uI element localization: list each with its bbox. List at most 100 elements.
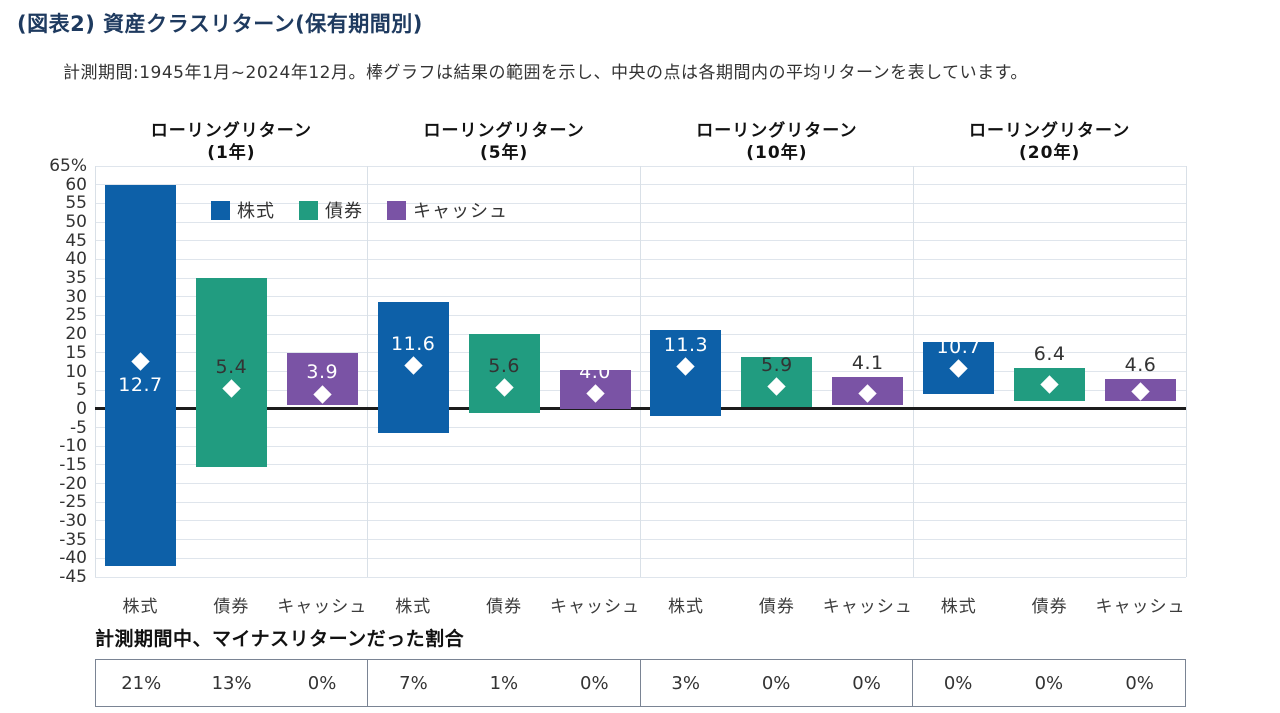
- legend-swatch-icon: [299, 200, 318, 220]
- gridline: [95, 576, 1186, 578]
- y-axis-tick-label: -35: [59, 529, 87, 550]
- category-label: 債券: [486, 597, 523, 617]
- negative-return-share-table: 21% 13% 0% 7% 1% 0% 3% 0% 0% 0% 0% 0%: [95, 659, 1186, 707]
- zero-axis-line: [95, 407, 1186, 411]
- y-axis-tick-label: -25: [59, 492, 87, 513]
- legend-swatch-icon: [211, 200, 230, 220]
- category-label: 債券: [758, 597, 795, 617]
- y-axis-tick-label: -30: [59, 510, 87, 531]
- group-header-line2: (10年): [746, 143, 808, 163]
- range-bar-債券: [195, 278, 267, 467]
- negative-share-value: 0%: [580, 672, 609, 694]
- negative-share-value: 0%: [761, 672, 791, 694]
- y-axis-tick-label: 50: [65, 212, 87, 233]
- group-header: ローリングリターン (5年): [374, 120, 634, 164]
- group-separator-line: [94, 166, 96, 577]
- group-separator-line: [640, 166, 641, 577]
- category-label: キャッシュ: [550, 597, 641, 617]
- group-header-line1: ローリングリターン: [423, 121, 585, 141]
- range-bar-株式: [104, 184, 176, 566]
- y-axis-tick-label: 40: [65, 249, 87, 270]
- share-table-group-cell: 3% 0% 0%: [641, 660, 913, 706]
- average-value-label: 4.0: [579, 360, 611, 383]
- category-label: キャッシュ: [1095, 597, 1186, 617]
- legend-item-bonds: 債券: [299, 197, 363, 223]
- y-axis-tick-label: 20: [65, 324, 87, 345]
- average-value-label: 5.6: [488, 354, 520, 377]
- average-value-label: 11.6: [391, 332, 436, 355]
- y-axis-tick-label: -10: [59, 436, 87, 457]
- category-label: 株式: [122, 597, 159, 617]
- legend-label: 債券: [325, 201, 363, 222]
- share-table-group-cell: 0% 0% 0%: [913, 660, 1185, 706]
- group-header: ローリングリターン (10年): [647, 120, 907, 164]
- category-label: 株式: [940, 597, 977, 617]
- legend-label: キャッシュ: [413, 201, 508, 222]
- y-axis-tick-label: 15: [65, 342, 87, 363]
- group-header-line1: ローリングリターン: [969, 121, 1131, 141]
- y-axis-tick-label: 45: [65, 230, 87, 251]
- y-axis-tick-label: -40: [59, 548, 87, 569]
- y-axis-tick-label: -5: [70, 417, 87, 438]
- legend-label: 株式: [237, 201, 275, 222]
- legend-item-cash: キャッシュ: [387, 197, 508, 223]
- negative-share-value: 3%: [671, 672, 700, 694]
- group-separator-line: [912, 166, 914, 577]
- average-value-label: 12.7: [118, 374, 163, 397]
- negative-share-value: 0%: [307, 672, 337, 694]
- y-axis-tick-label: 5: [76, 380, 87, 401]
- group-header-line2: (5年): [479, 143, 529, 163]
- average-value-label: 4.6: [1124, 353, 1157, 376]
- y-axis-tick-label: 30: [65, 286, 87, 307]
- y-axis-tick-label: 0: [76, 398, 87, 419]
- y-axis-tick-label: 25: [65, 305, 87, 326]
- negative-share-value: 1%: [489, 672, 519, 694]
- legend-item-stocks: 株式: [211, 197, 275, 223]
- category-label: 株式: [395, 597, 432, 617]
- category-label: 債券: [213, 597, 250, 617]
- average-value-label: 3.9: [306, 361, 339, 384]
- average-value-label: 6.4: [1033, 342, 1066, 365]
- negative-share-value: 21%: [121, 672, 162, 694]
- y-axis-tick-label: -15: [59, 454, 87, 475]
- y-axis-tick-label: 10: [65, 361, 87, 382]
- negative-share-value: 0%: [1034, 672, 1064, 694]
- group-header-line1: ローリングリターン: [150, 121, 312, 141]
- category-label: キャッシュ: [277, 597, 368, 617]
- negative-share-value: 0%: [852, 672, 881, 694]
- group-header-line1: ローリングリターン: [696, 121, 858, 141]
- average-value-label: 11.3: [663, 333, 709, 356]
- group-header: ローリングリターン (1年): [101, 120, 361, 164]
- negative-share-value: 0%: [1125, 672, 1154, 694]
- category-label: 株式: [667, 597, 704, 617]
- y-axis-tick-label: 35: [65, 268, 87, 289]
- group-header: ローリングリターン (20年): [920, 120, 1180, 164]
- chart-legend: 株式 債券 キャッシュ: [211, 197, 508, 223]
- average-value-label: 5.9: [761, 353, 793, 376]
- range-bar-債券: [468, 334, 540, 413]
- share-table-group-cell: 21% 13% 0%: [96, 660, 369, 706]
- measurement-period-note: 計測期間:1945年1月~2024年12月。棒グラフは結果の範囲を示し、中央の点…: [63, 63, 1028, 83]
- group-header-line2: (20年): [1019, 143, 1081, 163]
- y-axis-tick-label: 60: [65, 174, 87, 195]
- y-axis-tick-label: -20: [59, 473, 87, 494]
- category-label: 債券: [1031, 597, 1068, 617]
- negative-share-value: 0%: [943, 672, 973, 694]
- group-separator-line: [367, 166, 369, 577]
- average-value-label: 5.4: [215, 355, 248, 378]
- share-table-group-cell: 7% 1% 0%: [368, 660, 641, 706]
- y-axis-tick-label: 65%: [49, 156, 87, 176]
- negative-share-value: 7%: [399, 672, 428, 694]
- y-axis-tick-label: -45: [59, 567, 87, 587]
- legend-swatch-icon: [387, 200, 406, 220]
- category-label: キャッシュ: [822, 597, 913, 617]
- negative-return-share-heading: 計測期間中、マイナスリターンだった割合: [95, 628, 465, 650]
- average-value-label: 10.7: [936, 335, 981, 358]
- figure-title: (図表2) 資産クラスリターン(保有期間別): [17, 12, 423, 36]
- group-header-line2: (1年): [207, 143, 256, 163]
- group-separator-line: [1185, 166, 1187, 577]
- y-axis-tick-label: 55: [65, 193, 87, 214]
- negative-share-value: 13%: [211, 672, 252, 694]
